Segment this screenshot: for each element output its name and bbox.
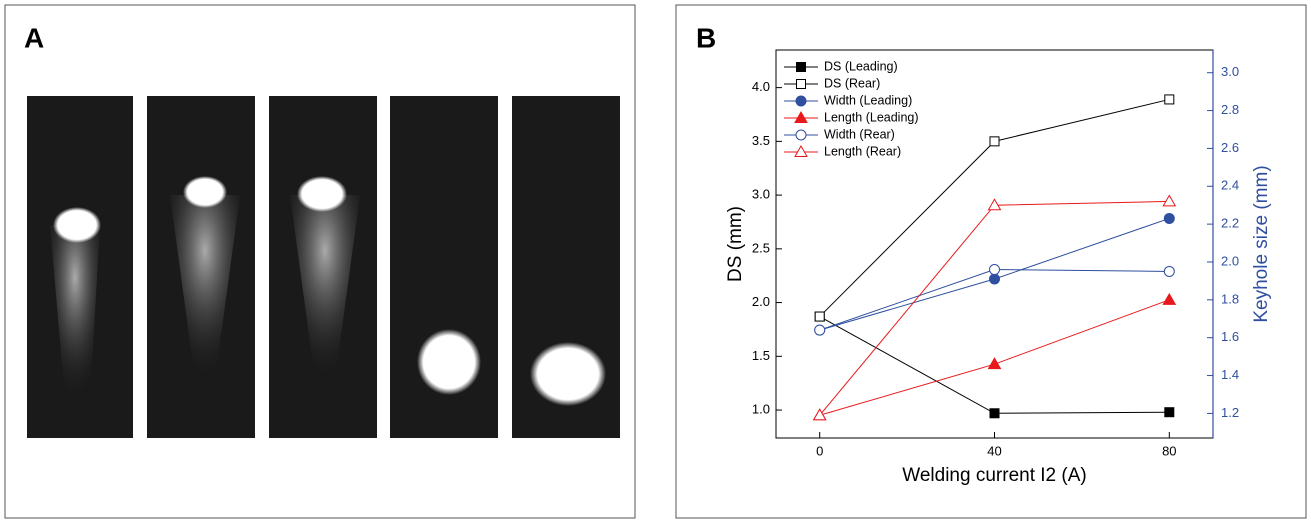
y-tick-label: 3.0 xyxy=(752,187,770,202)
marker xyxy=(814,324,826,336)
y2-tick-label: 1.8 xyxy=(1221,291,1239,306)
marker xyxy=(794,144,808,157)
y-tick-label: 2.0 xyxy=(752,294,770,309)
panel-frame xyxy=(4,4,636,519)
x-tick-label: 40 xyxy=(987,443,1001,458)
y2-tick-label: 1.6 xyxy=(1221,329,1239,344)
marker xyxy=(989,273,1000,285)
legend-label: DS (Leading) xyxy=(824,59,898,73)
y2-tick-label: 1.2 xyxy=(1221,405,1239,420)
marker xyxy=(812,408,827,421)
y-tick-label: 4.0 xyxy=(752,79,770,94)
marker xyxy=(796,62,806,72)
marker xyxy=(814,311,825,322)
panel-label: A xyxy=(24,22,44,53)
marker xyxy=(989,408,1000,419)
y2-tick-label: 2.8 xyxy=(1221,102,1239,117)
y-tick-label: 1.5 xyxy=(752,348,770,363)
marker xyxy=(795,95,807,107)
y-axis-label: DS (mm) xyxy=(725,206,746,282)
legend-label: Width (Leading) xyxy=(824,93,912,107)
panel-label: B xyxy=(696,22,716,53)
series-line xyxy=(819,200,1170,416)
marker xyxy=(987,357,1002,370)
marker xyxy=(1163,212,1175,224)
marker xyxy=(796,79,806,89)
y2-tick-label: 2.0 xyxy=(1221,253,1239,268)
marker xyxy=(989,264,1000,276)
x-axis-label: Welding current I2 (A) xyxy=(902,465,1086,486)
marker xyxy=(1163,265,1175,277)
marker xyxy=(987,198,1002,211)
y2-tick-label: 1.4 xyxy=(1221,367,1239,382)
panel-frame xyxy=(675,4,1307,519)
legend-label: Width (Rear) xyxy=(824,127,895,141)
y-tick-label: 3.5 xyxy=(752,133,770,148)
marker xyxy=(1164,407,1175,418)
y2-tick-label: 2.4 xyxy=(1221,178,1239,193)
x-tick-label: 80 xyxy=(1162,443,1176,458)
legend-label: DS (Rear) xyxy=(824,76,880,90)
image-strip xyxy=(27,96,620,438)
y2-tick-label: 2.2 xyxy=(1221,216,1239,231)
legend-label: Length (Rear) xyxy=(824,144,901,158)
y-tick-label: 2.5 xyxy=(752,240,770,255)
x-tick-label: 0 xyxy=(816,443,823,458)
y2-tick-label: 3.0 xyxy=(1221,64,1239,79)
marker xyxy=(794,110,808,123)
legend-label: Length (Leading) xyxy=(824,110,919,124)
marker xyxy=(795,129,807,141)
marker xyxy=(1162,292,1177,305)
marker xyxy=(1164,94,1175,105)
marker xyxy=(1162,194,1177,207)
marker xyxy=(989,136,1000,147)
plot-frame xyxy=(775,49,1214,439)
y2-axis-label: Keyhole size (mm) xyxy=(1251,165,1272,322)
y2-tick-label: 2.6 xyxy=(1221,140,1239,155)
y-tick-label: 1.0 xyxy=(752,401,770,416)
